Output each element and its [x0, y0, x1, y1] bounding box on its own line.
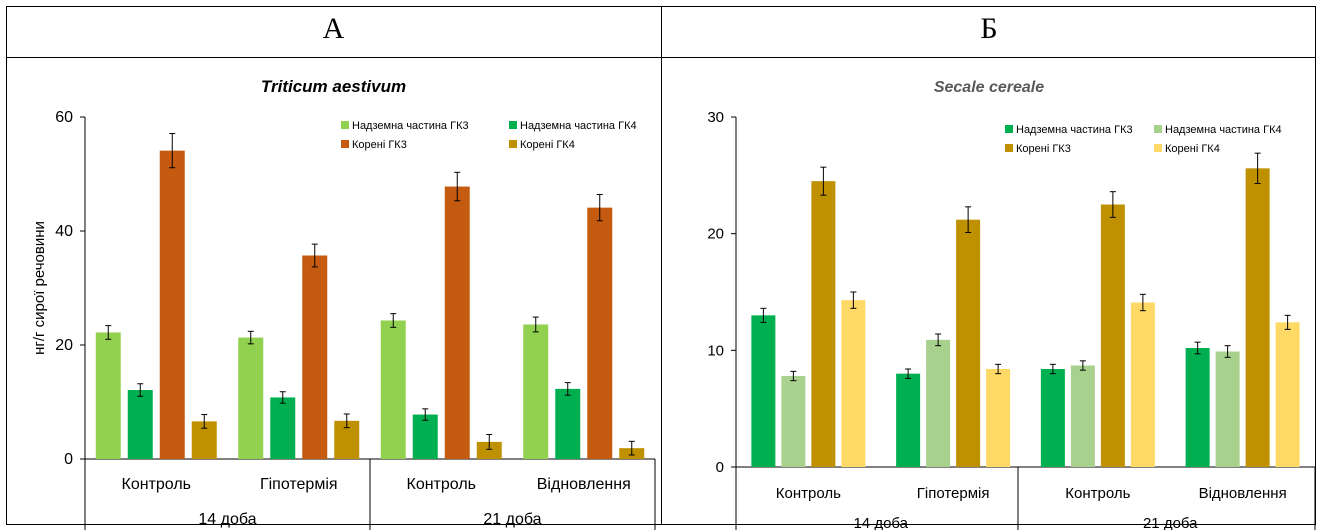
category-label: Гіпотермія: [917, 485, 990, 502]
legend-swatch: [509, 121, 517, 129]
category-label: Відновлення: [1199, 485, 1287, 502]
category-label: Контроль: [407, 476, 477, 493]
bar: [751, 315, 776, 467]
bar: [95, 332, 121, 459]
category-label: Контроль: [1065, 485, 1130, 502]
y-tick-label: 0: [716, 459, 724, 476]
bar: [523, 324, 549, 459]
bar: [926, 339, 951, 467]
bar: [1130, 302, 1155, 467]
y-tick-label: 30: [707, 109, 724, 126]
bar: [587, 207, 613, 459]
group-label: 14 доба: [853, 515, 908, 530]
bar: [781, 376, 806, 467]
y-axis-label: нг/г сирої речовини: [31, 221, 48, 355]
category-label: Гіпотермія: [260, 476, 338, 493]
legend-swatch: [1154, 144, 1162, 152]
panel-a: А Triticum aestivum 0 20 40 60 нг/г сирої реч…: [6, 6, 661, 530]
legend-swatch: [341, 140, 349, 148]
bar: [127, 390, 153, 459]
bar: [444, 186, 470, 460]
legend-swatch: [341, 121, 349, 129]
bar: [555, 388, 581, 459]
bar: [1245, 168, 1270, 467]
bar: [1215, 351, 1240, 467]
legend-swatch: [1154, 125, 1162, 133]
group-label: 14 доба: [198, 511, 256, 528]
y-tick-label: 0: [64, 451, 73, 468]
panel-divider: [662, 57, 1316, 58]
chart-triticum: Triticum aestivum 0 20 40 60 нг/г сирої речов…: [31, 77, 656, 530]
legend-label: Корені ГК4: [1165, 143, 1220, 155]
category-label: Контроль: [122, 476, 192, 493]
bar: [1070, 365, 1095, 467]
panel-divider: [6, 57, 661, 58]
legend-label: Надземна частина ГК3: [352, 120, 469, 132]
bar: [956, 219, 981, 467]
bar: [1185, 348, 1210, 467]
legend-swatch: [509, 140, 517, 148]
group-label: 21 доба: [483, 511, 541, 528]
legend-label: Надземна частина ГК4: [1165, 124, 1282, 136]
bar: [270, 397, 296, 459]
y-tick-label: 40: [55, 223, 73, 240]
bar: [896, 373, 921, 467]
bar: [811, 181, 836, 467]
bar: [986, 369, 1011, 467]
y-tick-label: 60: [55, 109, 73, 126]
panel-b: Б Secale cereale 0 10 20 30 Контроль Гіпотермі…: [661, 6, 1316, 530]
y-tick-label: 10: [707, 342, 724, 359]
chart-secale: Secale cereale 0 10 20 30 Контроль Гіпотермія К…: [707, 79, 1316, 530]
bar: [1275, 322, 1300, 467]
bar: [302, 255, 328, 459]
bar: [476, 441, 502, 459]
legend-label: Надземна частина ГК3: [1016, 124, 1133, 136]
legend-label: Корені ГК4: [520, 139, 575, 151]
bar: [1100, 204, 1125, 467]
figure-frame: [6, 6, 1316, 525]
bar: [841, 300, 866, 467]
y-tick-label: 20: [707, 226, 724, 243]
bar: [159, 150, 185, 459]
group-label: 21 доба: [1143, 515, 1198, 530]
bar: [380, 320, 406, 459]
chart-title: Triticum aestivum: [261, 77, 406, 96]
panel-letter: Б: [980, 12, 998, 45]
legend-label: Корені ГК3: [1016, 143, 1071, 155]
chart-title: Secale cereale: [934, 79, 1044, 96]
bar: [412, 414, 438, 459]
category-label: Контроль: [776, 485, 841, 502]
legend-label: Надземна частина ГК4: [520, 120, 637, 132]
bar: [238, 337, 264, 459]
legend-swatch: [1005, 125, 1013, 133]
legend-label: Корені ГК3: [352, 139, 407, 151]
category-label: Відновлення: [537, 476, 631, 493]
y-tick-label: 20: [55, 337, 73, 354]
legend-swatch: [1005, 144, 1013, 152]
bar: [1040, 369, 1065, 467]
panel-letter: А: [322, 12, 345, 45]
